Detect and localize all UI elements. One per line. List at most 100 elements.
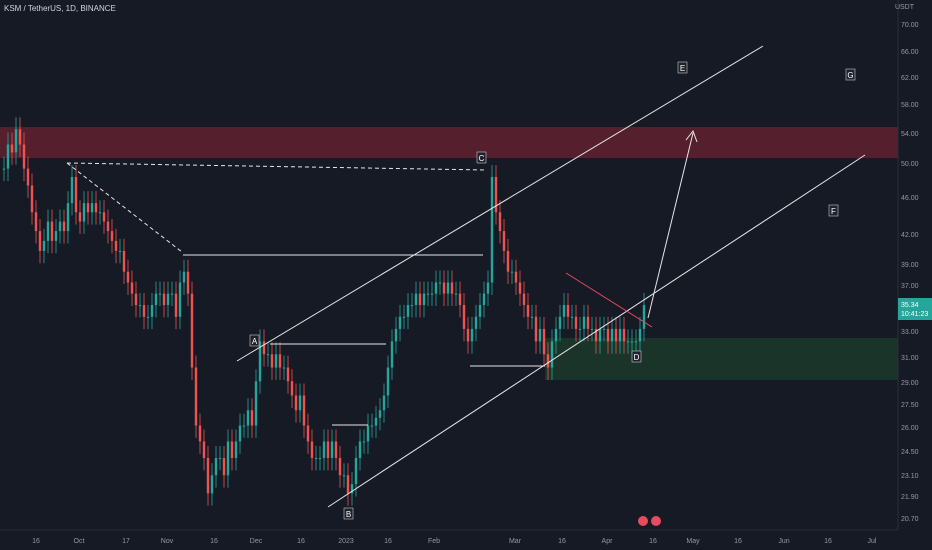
candle-body xyxy=(230,441,234,459)
candle-body xyxy=(614,328,618,342)
label-D: D xyxy=(631,350,642,363)
candle-body xyxy=(206,458,210,494)
time-tick-label: 16 xyxy=(384,538,392,545)
svg-text:D: D xyxy=(634,353,640,362)
candle-body xyxy=(50,221,54,241)
candle-body xyxy=(122,250,126,272)
candle-body xyxy=(474,316,478,329)
price-tick-label: 20.70 xyxy=(901,516,919,523)
price-tick-label: 29.00 xyxy=(901,380,919,387)
candle-body xyxy=(378,410,382,418)
candle-body xyxy=(2,168,6,170)
chart-title: KSM / TetherUS, 1D, BINANCE xyxy=(4,4,116,13)
candle-body xyxy=(242,425,246,427)
candle-body xyxy=(438,282,442,284)
candle-body xyxy=(94,203,98,213)
event-icon xyxy=(638,516,648,526)
candle-body xyxy=(582,316,586,329)
candle-body xyxy=(542,328,546,355)
candle-body xyxy=(350,484,354,494)
time-tick-label: Apr xyxy=(602,538,614,545)
candle-body xyxy=(394,328,398,342)
time-tick-label: Mar xyxy=(509,538,522,545)
candle-body xyxy=(406,305,410,317)
arrow-head xyxy=(685,129,698,143)
candle-body xyxy=(70,176,74,204)
candle-body xyxy=(414,293,418,306)
candle-body xyxy=(246,410,250,426)
candle-body xyxy=(410,305,414,307)
price-tick-label: 33.00 xyxy=(901,329,919,336)
candle-body xyxy=(78,212,82,222)
candle-body xyxy=(518,282,522,294)
candle-body xyxy=(586,316,590,329)
wedge-top xyxy=(565,272,653,328)
supply-zone xyxy=(0,127,898,158)
svg-text:35.34: 35.34 xyxy=(901,302,919,309)
label-C: C xyxy=(476,151,487,164)
candle-body xyxy=(554,328,558,342)
candle-body xyxy=(194,367,198,426)
candle-body xyxy=(178,282,182,317)
svg-text:G: G xyxy=(847,71,853,80)
event-icons[interactable] xyxy=(638,516,661,526)
price-axis[interactable]: 70.00 66.00 62.00 58.00 54.00 50.00 46.00 42.00… xyxy=(901,22,919,523)
candle-body xyxy=(154,293,158,306)
candle-body xyxy=(258,341,262,382)
candle-body xyxy=(270,354,274,368)
label-A: A xyxy=(249,334,260,347)
candle-body xyxy=(254,381,258,426)
candle-body xyxy=(370,425,374,427)
candle-body xyxy=(630,341,634,343)
candle-body xyxy=(58,221,62,232)
candle-body xyxy=(530,316,534,318)
candle-body xyxy=(22,144,26,169)
time-tick-label: Jun xyxy=(778,538,789,545)
candle-body xyxy=(366,425,370,442)
candle-body xyxy=(482,293,486,306)
candle-body xyxy=(330,441,334,459)
time-tick-label: 16 xyxy=(824,538,832,545)
candle-body xyxy=(250,410,254,426)
candle-body xyxy=(470,328,474,342)
candle-body xyxy=(362,441,366,443)
candle-body xyxy=(506,250,510,272)
price-tick-label: 37.00 xyxy=(901,283,919,290)
candle-body xyxy=(326,441,330,459)
demand-zone xyxy=(545,338,898,380)
candle-body xyxy=(418,293,422,306)
candle-body xyxy=(318,458,322,460)
candle-body xyxy=(62,221,66,232)
candle-body xyxy=(430,293,434,295)
price-tick-label: 39.00 xyxy=(901,262,919,269)
candle-body xyxy=(442,282,446,294)
candle-body xyxy=(566,305,570,317)
candle-body xyxy=(314,458,318,460)
candle-body xyxy=(54,231,58,241)
svg-text:F: F xyxy=(831,207,836,216)
candle-body xyxy=(146,316,150,318)
candle-body xyxy=(390,341,394,368)
time-axis[interactable]: 16 Oct 17 Nov 16 Dec 16 2023 16 Feb Mar 16 Apr 16 May 1… xyxy=(32,538,877,545)
candle-body xyxy=(262,341,266,355)
candle-body xyxy=(170,293,174,295)
svg-text:C: C xyxy=(479,154,485,163)
candle-body xyxy=(150,305,154,317)
candle-body xyxy=(462,305,466,329)
event-icon xyxy=(651,516,661,526)
candle-body xyxy=(306,425,310,442)
candle-body xyxy=(446,282,450,294)
candle-body xyxy=(402,316,406,318)
candle-body xyxy=(278,354,282,368)
candle-body xyxy=(202,441,206,459)
candle-body xyxy=(450,282,454,294)
candle-body xyxy=(502,231,506,251)
candle-body xyxy=(226,441,230,476)
candle-body xyxy=(526,305,530,317)
price-tick-label: 31.00 xyxy=(901,355,919,362)
price-tick-label: 24.50 xyxy=(901,449,919,456)
label-E: E xyxy=(677,61,688,74)
candle-body xyxy=(458,293,462,306)
candle-body xyxy=(42,240,46,251)
